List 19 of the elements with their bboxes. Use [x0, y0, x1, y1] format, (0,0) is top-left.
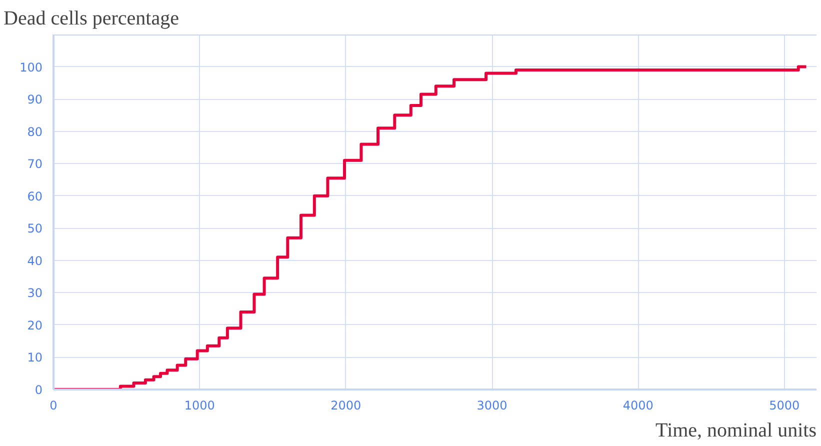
y-tick-label: 0 — [34, 383, 43, 397]
y-tick-label: 80 — [27, 124, 43, 139]
x-tick-label: 1000 — [184, 398, 215, 412]
x-tick-label: 2000 — [330, 398, 362, 412]
y-tick-label: 40 — [27, 254, 43, 268]
x-tick-label: 3000 — [476, 398, 508, 412]
y-tick-label: 30 — [27, 286, 43, 300]
y-tick-label: 20 — [27, 318, 43, 332]
y-tick-label: 100 — [20, 60, 42, 74]
chart-title: Dead cells percentage — [4, 8, 180, 30]
x-tick-label: 4000 — [622, 398, 654, 412]
y-tick-label: 70 — [27, 157, 43, 172]
y-tick-label: 50 — [27, 222, 43, 236]
y-tick-label: 60 — [27, 189, 43, 204]
x-tick-label: 0 — [50, 398, 58, 412]
y-tick-label: 90 — [27, 92, 43, 107]
x-tick-label: 5000 — [769, 398, 800, 412]
x-axis-title: Time, nominal units — [656, 420, 817, 442]
y-tick-label: 10 — [27, 350, 43, 365]
